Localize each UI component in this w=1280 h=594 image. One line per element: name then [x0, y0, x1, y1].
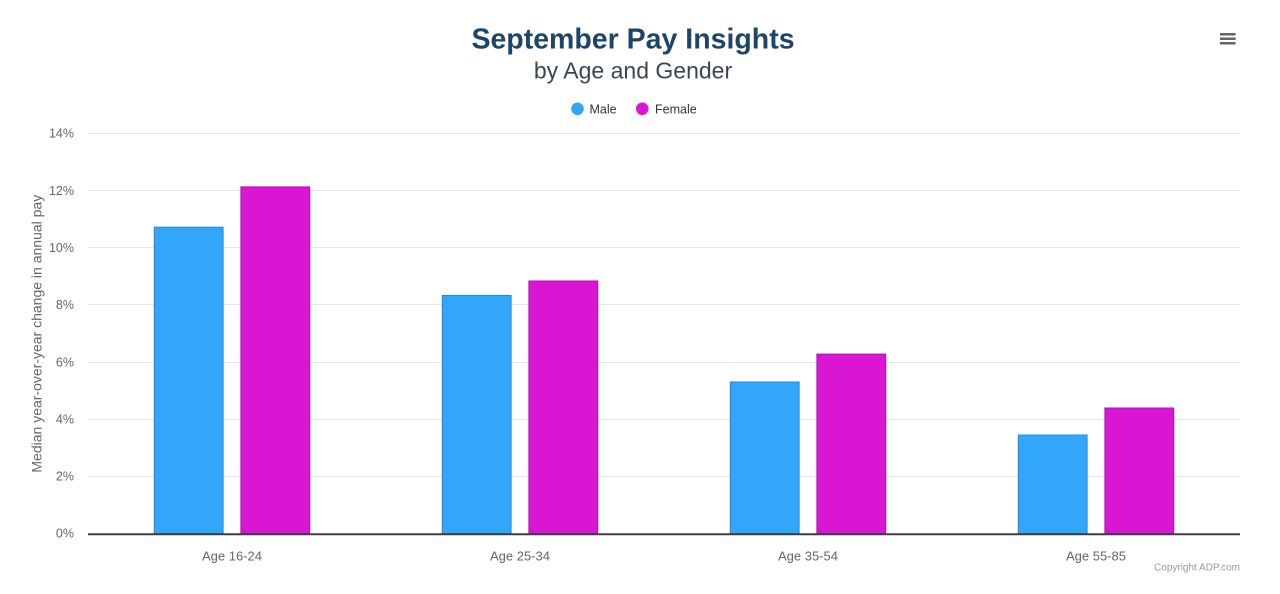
svg-text:Female: Female [655, 103, 697, 117]
svg-text:Male: Male [590, 103, 617, 117]
svg-text:2%: 2% [56, 470, 74, 484]
svg-text:8%: 8% [56, 298, 74, 312]
svg-text:Age 25-34: Age 25-34 [490, 548, 550, 563]
svg-text:14%: 14% [49, 127, 74, 141]
svg-text:by Age and Gender: by Age and Gender [534, 58, 733, 84]
svg-text:0%: 0% [56, 527, 74, 541]
svg-text:10%: 10% [49, 241, 74, 255]
svg-text:Copyright ADP.com: Copyright ADP.com [1154, 563, 1240, 574]
svg-text:Age 35-54: Age 35-54 [778, 548, 838, 563]
svg-text:Median year-over-year change i: Median year-over-year change in annual p… [28, 195, 44, 473]
svg-text:Age 55-85: Age 55-85 [1066, 548, 1126, 563]
svg-text:September Pay Insights: September Pay Insights [471, 24, 794, 56]
svg-text:12%: 12% [49, 184, 74, 198]
svg-text:Age 16-24: Age 16-24 [202, 548, 262, 563]
svg-text:4%: 4% [56, 412, 74, 426]
svg-text:6%: 6% [56, 355, 74, 369]
